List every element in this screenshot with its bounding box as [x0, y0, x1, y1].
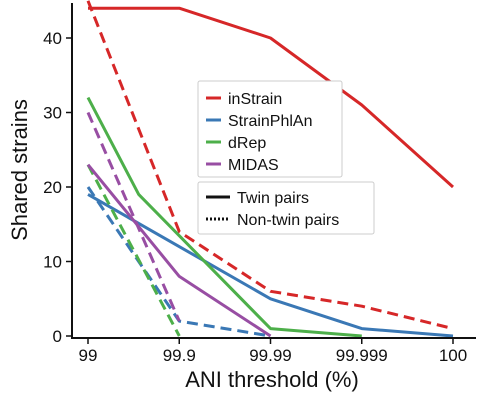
- x-axis-title: ANI threshold (%): [185, 367, 359, 392]
- y-tick-label: 30: [43, 104, 62, 123]
- y-tick-label: 20: [43, 178, 62, 197]
- y-tick-label: 40: [43, 29, 62, 48]
- legend-methods-box: [197, 80, 343, 178]
- axes: 0 10 20 30 40 99 99.9 99.99 99.999 100 ANI thres…: [7, 3, 476, 392]
- legend-styles-box: [197, 181, 375, 235]
- plot-lines: [86, 0, 455, 338]
- legend-label-drep: dRep: [228, 135, 266, 152]
- legend-methods: inStrain StrainPhlAn dRep MIDAS: [197, 80, 343, 178]
- x-tick-label: 99.9: [163, 346, 196, 365]
- legend-label-strainphlan: StrainPhlAn: [228, 113, 313, 130]
- y-tick-label: 0: [53, 327, 62, 346]
- legend-label-midas: MIDAS: [228, 157, 279, 174]
- legend-label-twin: Twin pairs: [237, 190, 309, 207]
- y-axis-title: Shared strains: [7, 99, 32, 241]
- series-line-instrain-twin: [88, 6, 455, 189]
- legend-label-instrain: inStrain: [228, 91, 282, 108]
- series-line-drep-twin: [86, 96, 362, 338]
- legend-styles: Twin pairs Non-twin pairs: [197, 181, 375, 235]
- legend-label-non-twin: Non-twin pairs: [237, 212, 339, 229]
- x-tick-label: 99: [79, 346, 98, 365]
- x-tick-label: 99.99: [249, 346, 292, 365]
- x-ticks: 99 99.9 99.99 99.999 100: [79, 338, 467, 365]
- series-line-instrain-non-twin: [86, 0, 454, 331]
- x-tick-label: 100: [439, 346, 467, 365]
- series-line-midas-twin: [86, 163, 272, 338]
- y-tick-label: 10: [43, 253, 62, 272]
- series-line-midas-non-twin: [86, 111, 181, 322]
- series-line-strainphlan-twin: [87, 193, 454, 338]
- series-line-drep-non-twin: [86, 163, 181, 337]
- y-ticks: 0 10 20 30 40: [43, 29, 72, 346]
- x-tick-label: 99.999: [336, 346, 388, 365]
